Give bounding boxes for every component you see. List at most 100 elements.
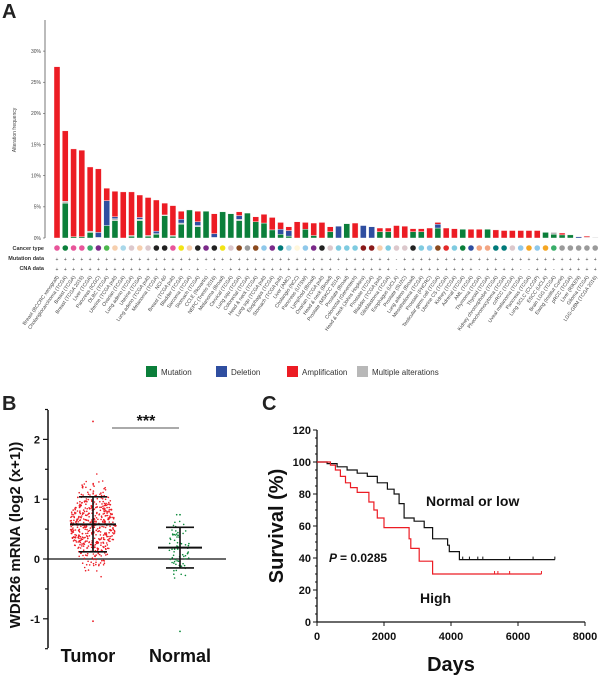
b-point-tumor — [92, 482, 94, 485]
b-point-tumor — [102, 513, 104, 515]
b-point-tumor — [92, 484, 94, 486]
a-cancer-type-dot — [559, 245, 565, 251]
b-point-tumor — [103, 504, 106, 507]
a-cancer-type-dot — [211, 245, 218, 251]
b-point-tumor — [81, 538, 84, 541]
b-point-normal — [184, 544, 187, 546]
a-cancer-type-dots — [54, 245, 598, 251]
a-bar-mutation — [409, 231, 417, 239]
b-point-tumor — [95, 520, 97, 522]
b-point-tumor — [95, 503, 98, 505]
b-point-tumor — [72, 509, 74, 511]
b-point-tumor — [71, 536, 74, 539]
a-cancer-type-dot — [551, 245, 557, 251]
b-point-tumor — [101, 480, 104, 482]
a-bar-amplification — [53, 66, 61, 239]
a-bar-amplification — [327, 226, 334, 232]
b-point-tumor — [103, 520, 106, 522]
a-cancer-type-dot — [62, 245, 69, 251]
b-point-tumor — [86, 507, 88, 510]
b-point-tumor — [82, 543, 84, 545]
b-point-normal — [176, 541, 179, 544]
b-point-tumor — [81, 536, 84, 538]
c-p-label: P — [329, 551, 338, 565]
a-bar-amplification — [161, 202, 168, 216]
b-point-tumor — [104, 515, 107, 517]
a-cancer-type-dot — [286, 245, 292, 251]
b-point-tumor — [87, 498, 90, 501]
c-p-value-annotation: P = 0.0285 — [329, 551, 387, 565]
a-cancer-type-dot — [294, 245, 300, 251]
b-point-tumor — [105, 510, 107, 513]
a-y-tick-label: 20% — [31, 111, 42, 117]
a-bar-mutation — [177, 224, 185, 239]
b-point-tumor — [95, 554, 97, 556]
b-significance-stars: *** — [137, 413, 156, 430]
a-cna-mark: + — [403, 267, 406, 273]
a-mutation-mark: + — [403, 257, 406, 263]
a-cna-mark: + — [320, 267, 323, 273]
a-bar-mutation — [244, 212, 251, 239]
a-cna-mark: + — [329, 267, 332, 273]
b-point-tumor — [86, 514, 88, 517]
b-point-tumor — [109, 540, 111, 543]
a-bar-amplification — [103, 187, 110, 201]
b-point-max — [179, 513, 181, 516]
a-cna-mark: - — [528, 267, 530, 273]
b-point-normal — [183, 555, 185, 558]
a-bar-amplification — [409, 228, 417, 232]
row-label-cancer-type: Cancer type — [13, 246, 45, 252]
a-mutation-mark: + — [122, 257, 125, 263]
a-bar-amplification — [500, 230, 508, 239]
a-bar-deletion — [211, 233, 218, 238]
a-cna-mark: + — [80, 267, 83, 273]
b-point-tumor — [100, 518, 102, 521]
b-point-tumor — [83, 557, 86, 560]
b-point-tumor — [109, 500, 112, 502]
a-bar-deletion — [335, 225, 342, 239]
b-point-tumor — [86, 510, 88, 513]
b-y-axis-label: WDR26 mRNA (log2 (x+1)) — [7, 442, 24, 629]
b-point-tumor — [95, 561, 97, 564]
b-point-tumor — [73, 544, 76, 546]
a-cna-mark: + — [105, 267, 108, 273]
a-bar-mutation — [169, 235, 177, 239]
b-point-tumor — [93, 485, 95, 488]
b-point-tumor — [95, 534, 97, 536]
b-point-tumor — [80, 539, 83, 541]
b-point-normal — [181, 553, 184, 556]
b-point-tumor — [99, 509, 102, 512]
row-label-cna-data: CNA data — [19, 266, 44, 272]
a-cancer-type-dot — [269, 245, 276, 251]
b-point-tumor — [100, 492, 102, 494]
c-x-axis-label: Days — [427, 654, 475, 676]
b-point-normal — [171, 529, 173, 531]
a-bar-amplification — [393, 225, 400, 239]
b-point-tumor — [110, 509, 113, 511]
b-point-tumor — [100, 544, 102, 546]
b-point-tumor — [73, 519, 75, 522]
a-mutation-mark: + — [362, 257, 365, 263]
b-point-tumor — [87, 519, 89, 522]
b-point-tumor — [81, 543, 83, 545]
legend-swatch-multiple — [357, 366, 368, 377]
b-point-normal — [173, 560, 176, 563]
b-point-tumor — [86, 532, 89, 534]
a-mutation-mark: + — [412, 257, 415, 263]
a-bar-amplification — [293, 221, 301, 239]
a-mutation-mark: + — [89, 257, 92, 263]
b-point-tumor — [71, 530, 73, 533]
b-point-normal — [174, 558, 177, 561]
a-mutation-mark: + — [147, 257, 150, 263]
b-point-tumor — [104, 547, 107, 550]
b-point-tumor — [74, 511, 76, 514]
b-point-tumor — [74, 507, 76, 510]
b-point-tumor — [73, 536, 75, 538]
b-point-tumor — [70, 525, 72, 528]
c-y-tick-label: 40 — [299, 553, 311, 565]
b-point-tumor — [111, 538, 114, 541]
a-mutation-mark: + — [105, 257, 108, 263]
b-point-normal — [175, 569, 178, 572]
a-cancer-type-dot — [526, 245, 532, 251]
c-legend-high: High — [420, 590, 451, 606]
